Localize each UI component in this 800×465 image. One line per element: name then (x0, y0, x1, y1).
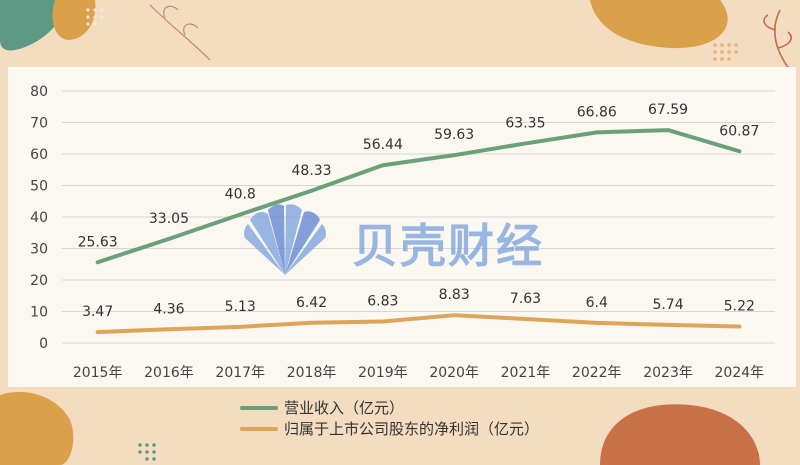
data-label-1-2: 5.13 (225, 299, 256, 315)
x-tick-label-9: 2024年 (715, 365, 765, 381)
y-tick-label-20: 20 (30, 273, 48, 289)
x-tick-label-8: 2023年 (643, 365, 693, 381)
y-tick-label-50: 50 (30, 179, 48, 195)
data-label-0-7: 66.86 (577, 104, 617, 120)
y-tick-label-30: 30 (30, 242, 48, 258)
x-tick-label-0: 2015年 (73, 365, 123, 381)
legend-swatch-net-profit (240, 426, 278, 431)
data-label-0-6: 63.35 (505, 115, 545, 131)
data-labels: 25.63 33.05 40.8 48.33 56.44 59.63 63.35 66.86 6… (78, 102, 760, 320)
x-tick-label-4: 2019年 (358, 365, 408, 381)
x-tick-label-3: 2018年 (287, 365, 337, 381)
data-label-0-2: 40.8 (225, 186, 256, 202)
series-line-1 (95, 313, 742, 335)
orange-blob-top-right (590, 0, 728, 49)
data-label-0-0: 25.63 (78, 234, 118, 250)
data-label-1-4: 6.83 (367, 293, 398, 309)
x-tick-label-2: 2017年 (215, 365, 265, 381)
legend-swatch-revenue (240, 405, 278, 410)
y-tick-label-60: 60 (30, 147, 48, 163)
data-label-1-9: 5.22 (724, 299, 755, 315)
y-tick-label-40: 40 (30, 210, 48, 226)
dot-pattern-top-left (86, 8, 104, 26)
grid-lines (62, 90, 775, 344)
orange-blob-bottom-left (0, 391, 74, 465)
leaf-sketch-right (763, 9, 792, 71)
rust-blob-bottom-right (600, 404, 760, 465)
data-label-0-1: 33.05 (149, 211, 189, 227)
x-tick-label-1: 2016年 (144, 365, 194, 381)
data-label-1-7: 6.4 (586, 295, 608, 311)
x-tick-label-6: 2021年 (501, 365, 551, 381)
data-label-1-1: 4.36 (153, 301, 184, 317)
data-label-0-3: 48.33 (292, 163, 332, 179)
legend-label-revenue: 营业收入（亿元） (284, 399, 405, 417)
y-tick-label-10: 10 (30, 305, 48, 321)
green-blob-top-left (0, 0, 62, 51)
orange-blob-top-left (52, 0, 96, 40)
data-label-0-4: 56.44 (363, 137, 403, 153)
legend-item-net-profit: 归属于上市公司股东的净利润（亿元） (240, 418, 539, 439)
dot-pattern-bottom-left (138, 443, 156, 461)
data-label-0-9: 60.87 (719, 123, 759, 139)
data-label-1-8: 5.74 (652, 297, 683, 313)
series-line-0 (95, 128, 742, 265)
leaf-sketch-top (149, 4, 211, 61)
data-label-1-6: 7.63 (510, 291, 541, 307)
plot-panel (8, 67, 796, 387)
data-label-1-3: 6.42 (296, 295, 327, 311)
legend-item-revenue: 营业收入（亿元） (240, 397, 539, 418)
legend: 营业收入（亿元） 归属于上市公司股东的净利润（亿元） (240, 397, 539, 439)
legend-label-net-profit: 归属于上市公司股东的净利润（亿元） (284, 420, 540, 438)
y-axis-ticks: 0 10 20 30 40 50 60 70 80 (30, 84, 48, 352)
x-tick-label-5: 2020年 (429, 365, 479, 381)
dot-pattern-top-right (713, 43, 738, 61)
data-label-1-5: 8.83 (439, 287, 470, 303)
y-tick-label-70: 70 (30, 116, 48, 132)
data-label-0-8: 67.59 (648, 102, 688, 118)
y-tick-label-80: 80 (30, 84, 48, 100)
data-label-1-0: 3.47 (82, 304, 113, 320)
x-tick-label-7: 2022年 (572, 365, 622, 381)
data-label-0-5: 59.63 (434, 127, 474, 143)
x-axis-ticks: 2015年 2016年 2017年 2018年 2019年 2020年 2021年 2022年… (73, 365, 764, 381)
y-tick-label-0: 0 (39, 336, 48, 352)
series-lines (95, 128, 742, 335)
